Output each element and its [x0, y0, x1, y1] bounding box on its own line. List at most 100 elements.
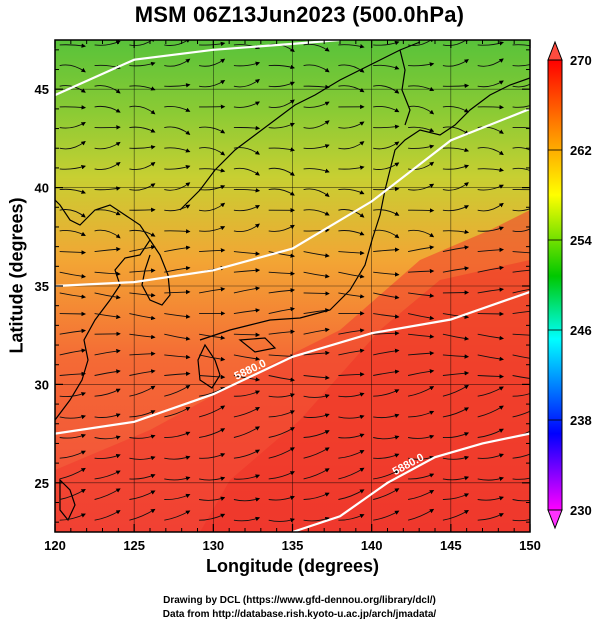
- wind-streamline: [303, 375, 330, 380]
- coastline-korea: [141, 239, 171, 306]
- wind-streamline: [59, 105, 86, 110]
- wind-streamline: [408, 62, 435, 67]
- wind-streamline: [408, 144, 435, 149]
- wind-streamline: [59, 271, 86, 279]
- wind-streamline: [408, 229, 435, 238]
- x-tick-label: 120: [44, 538, 66, 553]
- y-tick-label: 30: [35, 377, 49, 392]
- wind-streamline: [338, 292, 365, 299]
- wind-streamline: [59, 489, 86, 500]
- wind-streamline: [129, 245, 156, 253]
- wind-streamline: [199, 428, 226, 438]
- wind-streamline: [268, 251, 295, 258]
- wind-streamline: [477, 386, 504, 397]
- wind-streamline: [512, 288, 530, 294]
- wind-streamline: [477, 104, 504, 110]
- wind-streamline: [373, 453, 400, 459]
- wind-streamline: [94, 453, 121, 459]
- wind-streamline: [164, 510, 191, 521]
- wind-streamline: [94, 186, 121, 191]
- wind-streamline: [477, 374, 504, 379]
- wind-streamline: [373, 247, 400, 253]
- x-tick-label: 140: [361, 538, 383, 553]
- wind-streamline: [512, 64, 530, 67]
- wind-streamline: [303, 492, 330, 500]
- wind-streamline: [338, 44, 365, 49]
- wind-streamline: [338, 121, 365, 129]
- wind-streamline: [373, 389, 400, 397]
- wind-streamline: [338, 209, 365, 218]
- wind-streamline: [408, 40, 435, 46]
- wind-streamline: [198, 202, 226, 212]
- credit-data-source: Data from http://database.rish.kyoto-u.a…: [162, 609, 437, 620]
- wind-streamline: [373, 369, 400, 376]
- wind-streamline: [129, 105, 156, 115]
- wind-streamline: [442, 493, 470, 500]
- wind-streamline: [233, 286, 261, 294]
- wind-streamline: [373, 229, 400, 239]
- wind-streamline: [268, 188, 295, 196]
- wind-streamline: [129, 351, 156, 356]
- wind-streamline: [373, 271, 400, 277]
- wind-streamline: [477, 247, 504, 253]
- wind-streamline: [129, 490, 156, 500]
- wind-streamline: [59, 328, 86, 335]
- wind-streamline: [407, 105, 435, 115]
- wind-streamline: [338, 328, 365, 335]
- wind-streamline: [129, 145, 156, 150]
- height-contour-line: [292, 432, 530, 532]
- wind-streamline: [233, 497, 261, 502]
- wind-streamline: [408, 292, 435, 298]
- wind-streamline: [303, 228, 330, 233]
- wind-streamline: [338, 392, 365, 398]
- wind-streamline: [408, 410, 435, 418]
- wind-streamline: [442, 147, 470, 153]
- wind-streamline: [512, 310, 530, 315]
- wind-streamline: [268, 167, 295, 176]
- height-contour-line: [55, 107, 530, 288]
- wind-streamline: [338, 85, 365, 93]
- wind-streamline: [94, 435, 121, 440]
- colorbar-tick-label: 230: [570, 503, 592, 518]
- wind-streamline: [338, 64, 365, 73]
- wind-streamline: [129, 434, 156, 439]
- wind-streamline: [303, 144, 330, 149]
- wind-streamline: [268, 288, 295, 294]
- wind-streamline: [303, 447, 330, 459]
- wind-streamline: [442, 182, 469, 191]
- coastline-kyushu-shikoku: [197, 337, 277, 389]
- wind-streamline: [512, 228, 530, 233]
- wind-streamline: [408, 489, 435, 500]
- wind-streamline: [373, 292, 400, 300]
- wind-streamline: [164, 229, 191, 234]
- wind-streamline: [129, 40, 156, 47]
- wind-streamline: [164, 245, 191, 253]
- wind-streamline: [233, 223, 260, 233]
- wind-streamline: [164, 58, 191, 67]
- wind-streamline: [338, 165, 365, 170]
- wind-streamline: [442, 333, 470, 341]
- wind-streamline: [477, 126, 504, 134]
- wind-streamline: [59, 140, 86, 150]
- wind-streamline: [477, 80, 504, 88]
- wind-streamline: [164, 105, 191, 112]
- wind-streamline: [477, 428, 504, 438]
- wind-streamline: [477, 513, 504, 521]
- wind-streamline: [303, 271, 330, 279]
- wind-streamline: [512, 83, 530, 88]
- wind-streamline: [477, 167, 504, 173]
- wind-streamline: [338, 230, 365, 236]
- wind-streamline: [233, 354, 261, 361]
- wind-streamline: [373, 209, 400, 216]
- wind-streamline: [268, 81, 295, 88]
- wind-streamline: [512, 410, 530, 418]
- wind-streamline: [59, 450, 86, 459]
- wind-streamline: [303, 168, 330, 173]
- wind-streamline: [512, 269, 530, 273]
- wind-streamline: [129, 229, 156, 237]
- wind-streamline: [268, 495, 295, 501]
- wind-streamline: [94, 369, 121, 376]
- wind-streamline: [442, 59, 469, 67]
